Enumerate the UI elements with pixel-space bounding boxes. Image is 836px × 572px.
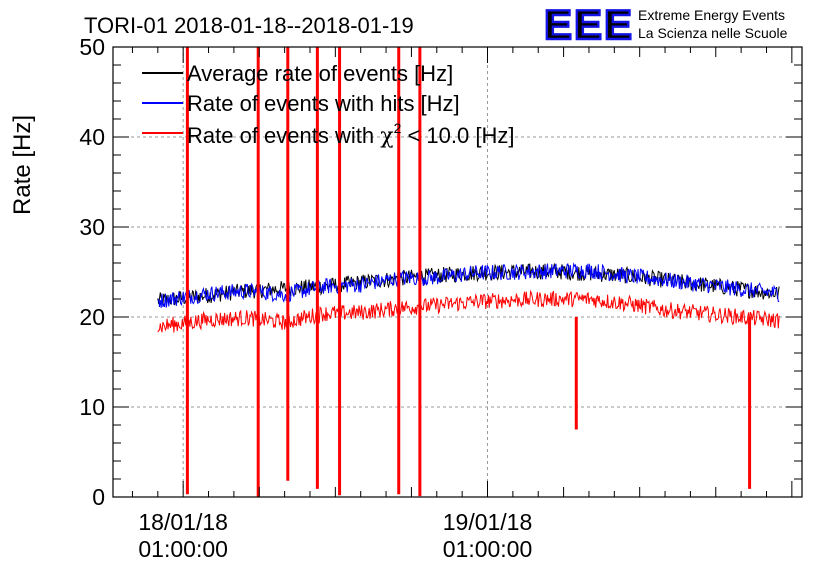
y-axis-label: Rate [Hz] bbox=[9, 115, 36, 215]
y-tick-label: 20 bbox=[79, 304, 105, 330]
legend: Average rate of events [Hz] Rate of even… bbox=[142, 61, 514, 149]
x-tick-label-date: 18/01/18 bbox=[138, 509, 228, 535]
legend-label-chi2: Rate of events with χ2 < 10.0 [Hz] bbox=[187, 120, 514, 149]
logo-letters: EEE bbox=[544, 1, 634, 48]
legend-chi-symbol: χ bbox=[380, 124, 393, 149]
series-layer bbox=[157, 47, 780, 497]
eee-logo: EEE Extreme Energy Events La Scienza nel… bbox=[543, 0, 788, 49]
series-line-1 bbox=[157, 262, 780, 308]
logo-line-2: La Scienza nelle Scuole bbox=[638, 25, 788, 41]
y-tick-label: 40 bbox=[79, 124, 105, 150]
legend-chi2-post: < 10.0 [Hz] bbox=[401, 123, 514, 148]
x-tick-label-time: 01:00:00 bbox=[443, 536, 533, 562]
series-line-2 bbox=[157, 289, 780, 333]
plot-frame bbox=[112, 46, 803, 498]
legend-chi2-pre: Rate of events with bbox=[187, 123, 380, 148]
chart-title: TORI-01 2018-01-18--2018-01-19 bbox=[84, 13, 414, 38]
y-tick-label: 0 bbox=[92, 484, 105, 510]
logo-line-1: Extreme Energy Events bbox=[638, 7, 785, 23]
x-tick-label-date: 19/01/18 bbox=[443, 509, 533, 535]
x-tick-label-time: 01:00:00 bbox=[138, 536, 228, 562]
y-tick-label: 30 bbox=[79, 214, 105, 240]
legend-chi-superscript: 2 bbox=[394, 120, 402, 136]
y-tick-label: 10 bbox=[79, 394, 105, 420]
y-tick-label: 50 bbox=[79, 34, 105, 60]
legend-label-hits: Rate of events with hits [Hz] bbox=[187, 91, 460, 116]
axes bbox=[112, 46, 803, 498]
y-tick-labels: 0 10 20 30 40 50 bbox=[79, 34, 105, 510]
legend-label-average: Average rate of events [Hz] bbox=[187, 61, 453, 86]
